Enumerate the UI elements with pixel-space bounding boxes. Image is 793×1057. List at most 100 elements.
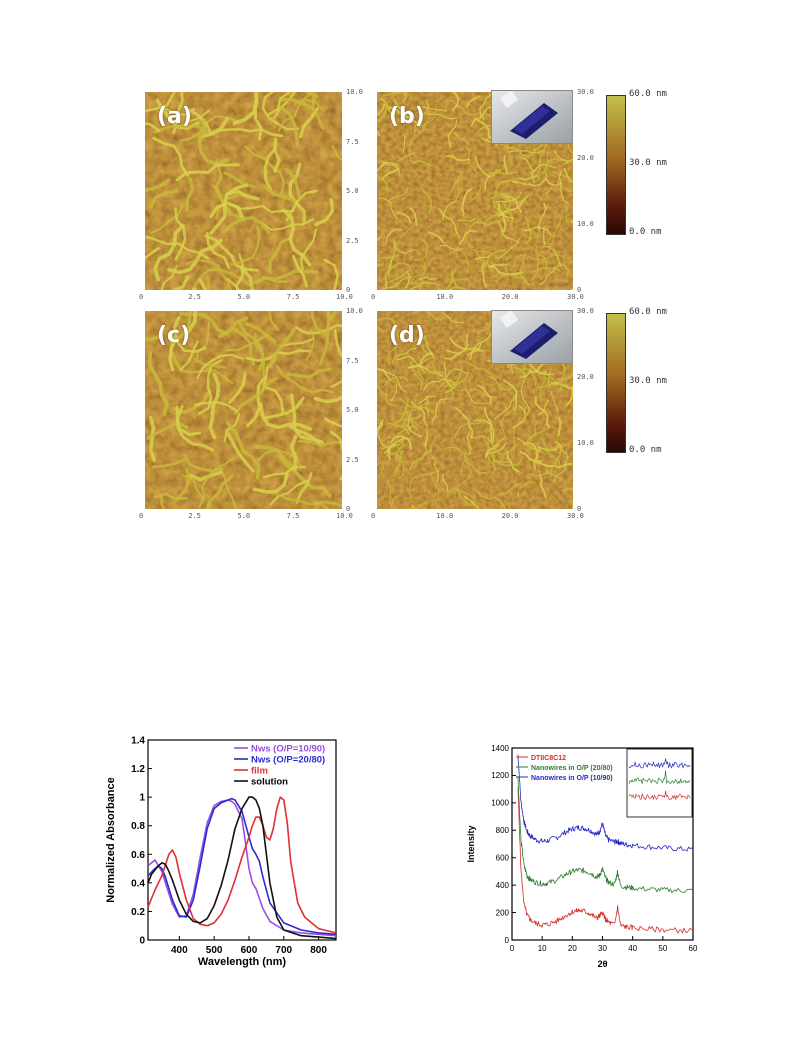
afm-x-tick-label: 2.5	[188, 512, 201, 520]
afm-y-tick-label: 0	[346, 286, 351, 294]
y-tick-label: 0.6	[131, 850, 145, 861]
afm-x-tick-label: 0	[371, 512, 376, 520]
afm-y-tick-label: 10.0	[577, 220, 594, 228]
afm-y-tick-label: 7.5	[346, 137, 359, 146]
series-line-3	[517, 754, 694, 852]
y-tick-label: 1.4	[131, 736, 145, 747]
afm-y-tick-label: 30.0	[577, 88, 594, 96]
afm-x-tick-label: 10.0	[336, 293, 353, 301]
y-tick-label: 200	[496, 908, 510, 917]
x-axis-label: 2θ	[598, 959, 608, 969]
y-tick-label: 1200	[491, 771, 509, 780]
legend-entry: solution	[251, 777, 288, 788]
x-axis-label: Wavelength (nm)	[198, 956, 287, 968]
afm-y-tick-label: 10.0	[577, 439, 594, 447]
afm-y-tick-label: 10.0	[346, 307, 363, 315]
afm-y-tick-label: 20.0	[577, 154, 594, 162]
afm-x-tick-label: 10.0	[336, 512, 353, 520]
legend-entry: Nanowires in O/P (20/80)	[531, 765, 613, 772]
afm-y-tick-label: 0	[577, 505, 582, 513]
colorbar-label-bottom: 0.0 nm	[629, 227, 662, 237]
xrd-intensity-chart: 0 10 20 30 40 50 6002004006008001000120014002θ…	[466, 744, 698, 969]
vial-photo-inset	[491, 90, 573, 144]
x-tick-label: 20	[568, 944, 577, 953]
colorbar-label-mid: 30.0 nm	[629, 376, 667, 386]
plot-frame	[147, 739, 337, 941]
afm-x-tick-label: 5.0	[237, 293, 251, 301]
xrd-inset	[626, 748, 693, 818]
afm-y-tick-label: 10.0	[346, 88, 363, 96]
afm-image-1	[145, 92, 342, 290]
y-axis-label: Normalized Absorbance	[105, 777, 117, 903]
colorbar-label-bottom: 0.0 nm	[629, 445, 662, 455]
afm-x-tick-label: 30.0	[567, 512, 584, 520]
afm-x-tick-label: 30.0	[567, 293, 584, 301]
y-tick-label: 0.4	[131, 878, 145, 889]
afm-y-tick-label: 0	[346, 505, 351, 513]
legend-entry: Nws (O/P=20/80)	[251, 755, 325, 766]
afm-image-3	[145, 311, 342, 509]
y-axis-label: Intensity	[466, 825, 476, 862]
afm-x-tick-label: 7.5	[286, 512, 300, 520]
afm-x-tick-label: 7.5	[286, 293, 300, 301]
afm-y-tick-label: 2.5	[346, 236, 359, 245]
y-tick-label: 1	[139, 793, 145, 804]
series-line-4	[147, 796, 337, 940]
y-tick-label: 1000	[491, 799, 509, 808]
afm-x-tick-label: 0	[139, 512, 144, 520]
afm-y-tick-label: 5.0	[346, 187, 359, 195]
y-tick-label: 1.2	[131, 764, 145, 775]
x-tick-label: 800	[310, 945, 327, 956]
y-tick-label: 600	[496, 854, 510, 863]
vial-photo-inset	[491, 310, 573, 364]
afm-x-tick-label: 0	[371, 293, 376, 301]
y-tick-label: 0.2	[131, 907, 145, 918]
x-tick-label: 0	[510, 944, 515, 953]
x-tick-label: 30	[598, 944, 607, 953]
afm-x-tick-label: 20.0	[501, 293, 519, 301]
y-tick-label: 0.8	[131, 821, 145, 832]
panel-label: (b)	[389, 104, 425, 129]
afm-x-tick-label: 20.0	[501, 512, 519, 520]
inset-trace-2	[628, 770, 691, 785]
panel-label: (c)	[157, 323, 191, 348]
y-tick-label: 800	[496, 826, 510, 835]
y-tick-label: 1400	[491, 744, 509, 753]
colorbar-label-top: 60.0 nm	[629, 89, 667, 99]
colorbar-label-mid: 30.0 nm	[629, 158, 667, 168]
afm-x-tick-label: 0	[139, 293, 144, 301]
afm-x-tick-label: 10.0	[436, 512, 454, 520]
x-tick-label: 600	[241, 945, 258, 956]
afm-y-tick-label: 30.0	[577, 307, 594, 315]
afm-x-tick-label: 10.0	[436, 293, 454, 301]
series-line-3	[147, 796, 337, 934]
x-tick-label: 400	[171, 945, 188, 956]
series-line-1	[517, 786, 694, 934]
legend-entry: Nanowires in O/P (10/90)	[531, 775, 613, 782]
x-tick-label: 40	[628, 944, 637, 953]
legend-entry: DTIIC8C12	[531, 755, 566, 762]
afm-y-tick-label: 2.5	[346, 455, 359, 464]
y-tick-label: 400	[496, 881, 510, 890]
afm-y-tick-label: 20.0	[577, 373, 594, 381]
series-line-2	[147, 797, 337, 936]
x-tick-label: 10	[538, 944, 547, 953]
height-colorbar	[606, 313, 626, 453]
x-tick-label: 500	[206, 945, 223, 956]
height-colorbar	[606, 95, 626, 235]
x-tick-label: 700	[275, 945, 292, 956]
series-line-1	[147, 799, 337, 937]
afm-y-tick-label: 5.0	[346, 406, 359, 414]
afm-y-tick-label: 0	[577, 286, 582, 294]
x-tick-label: 50	[658, 944, 667, 953]
inset-trace-3	[628, 790, 691, 801]
legend-entry: film	[251, 766, 268, 777]
uv-vis-absorbance-chart: 400 500 600 700 800 0 0.2 0.4 0.6 0.8 1 1.2 1.4 Wavel…	[105, 736, 337, 968]
y-tick-label: 0	[139, 936, 145, 947]
series-line-2	[517, 776, 694, 894]
panel-label: (d)	[389, 323, 425, 348]
legend-entry: Nws (O/P=10/90)	[251, 744, 325, 755]
inset-trace-1	[628, 758, 691, 769]
colorbar-label-top: 60.0 nm	[629, 307, 667, 317]
y-tick-label: 0	[505, 936, 510, 945]
